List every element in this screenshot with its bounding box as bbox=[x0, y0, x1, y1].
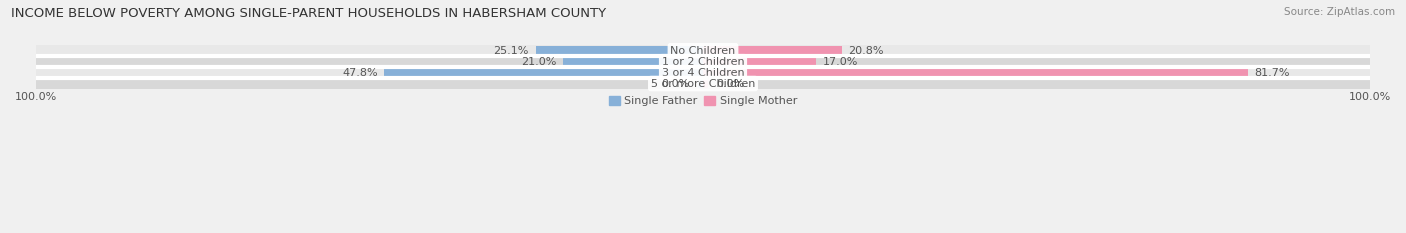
Text: 1 or 2 Children: 1 or 2 Children bbox=[662, 57, 744, 67]
Text: 47.8%: 47.8% bbox=[342, 68, 378, 78]
Text: INCOME BELOW POVERTY AMONG SINGLE-PARENT HOUSEHOLDS IN HABERSHAM COUNTY: INCOME BELOW POVERTY AMONG SINGLE-PARENT… bbox=[11, 7, 606, 20]
Bar bbox=[384, 68, 703, 77]
Bar bbox=[37, 78, 1369, 89]
Bar bbox=[37, 45, 1369, 56]
Text: 0.0%: 0.0% bbox=[716, 79, 745, 89]
Text: 21.0%: 21.0% bbox=[520, 57, 557, 67]
Bar bbox=[37, 67, 1369, 78]
Text: 17.0%: 17.0% bbox=[823, 57, 859, 67]
Text: 0.0%: 0.0% bbox=[661, 79, 690, 89]
Text: 20.8%: 20.8% bbox=[848, 46, 884, 56]
Text: 81.7%: 81.7% bbox=[1254, 68, 1291, 78]
Text: 5 or more Children: 5 or more Children bbox=[651, 79, 755, 89]
Bar bbox=[536, 47, 703, 55]
Bar bbox=[37, 56, 1369, 67]
Legend: Single Father, Single Mother: Single Father, Single Mother bbox=[605, 91, 801, 111]
Bar bbox=[703, 57, 817, 66]
Bar bbox=[562, 57, 703, 66]
Bar bbox=[703, 79, 709, 88]
Text: Source: ZipAtlas.com: Source: ZipAtlas.com bbox=[1284, 7, 1395, 17]
Bar bbox=[697, 79, 703, 88]
Text: No Children: No Children bbox=[671, 46, 735, 56]
Bar bbox=[703, 68, 1249, 77]
Text: 3 or 4 Children: 3 or 4 Children bbox=[662, 68, 744, 78]
Text: 25.1%: 25.1% bbox=[494, 46, 529, 56]
Bar bbox=[703, 47, 842, 55]
